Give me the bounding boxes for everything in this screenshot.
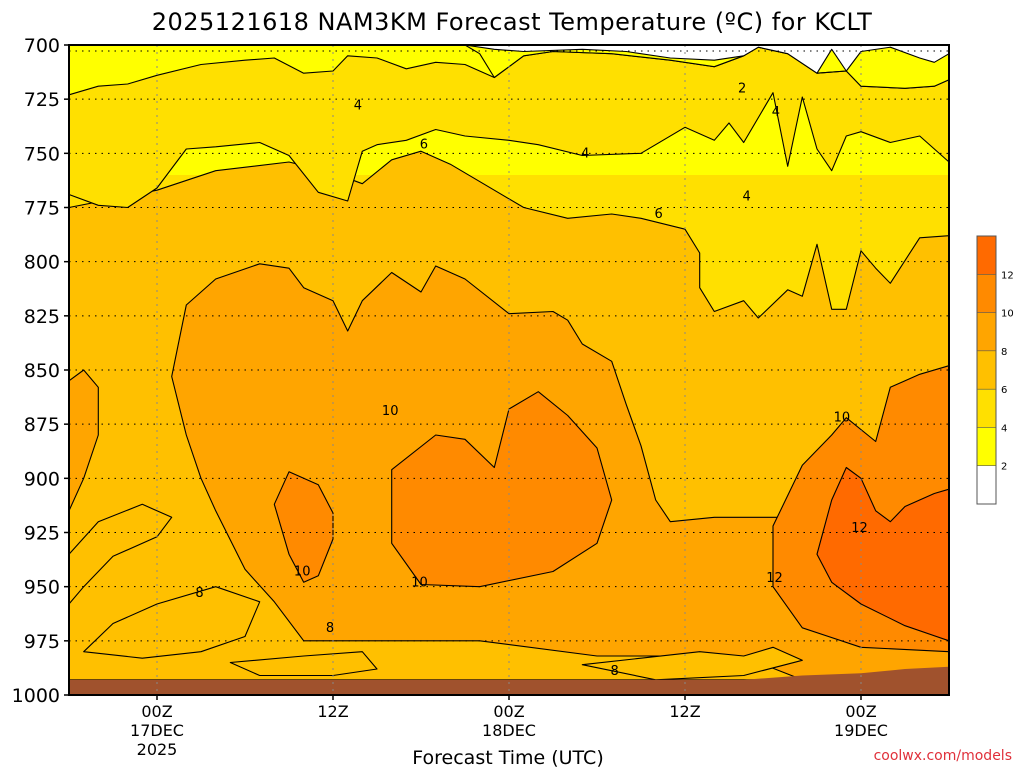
x-tick-label: 00Z (493, 702, 524, 721)
y-tick-label: 750 (24, 143, 60, 165)
chart-title: 2025121618 NAM3KM Forecast Temperature (… (152, 8, 873, 36)
contour-label: 8 (326, 621, 334, 636)
contour-label: 10 (834, 411, 851, 426)
colorbar-label: 6 (1001, 385, 1007, 396)
contour-label: 10 (382, 404, 399, 419)
x-tick-date: 17DEC (130, 721, 184, 740)
colorbar-segment (977, 236, 996, 275)
colorbar-segment (977, 350, 996, 390)
contour-label-text: 4 (742, 190, 750, 205)
contour-label-text: 6 (654, 207, 662, 222)
contour-label: 4 (742, 190, 750, 205)
contour-label: 4 (354, 99, 362, 114)
contour-label: 6 (420, 138, 428, 153)
contour-label-text: 4 (581, 146, 589, 161)
colorbar: 2 4 6 8 10 12 (976, 235, 1014, 505)
contour-label-text: 12 (766, 571, 783, 586)
y-tick-label: 925 (24, 523, 60, 545)
colorbar-segment (977, 274, 996, 313)
colorbar-label: 4 (1001, 423, 1007, 434)
y-tick-label: 900 (24, 468, 60, 490)
contour-label-text: 8 (326, 621, 334, 636)
y-tick-label: 1000 (12, 685, 60, 707)
temperature-region-0-2 (464, 44, 950, 74)
contour-label-text: 12 (851, 521, 868, 536)
temperature-region-10-12 (391, 391, 613, 588)
contour-label-text: 10 (411, 575, 428, 590)
axes: 7007257507758008258508759009259509751000… (12, 35, 950, 759)
colorbar-segment (977, 427, 996, 466)
x-tick-label: 12Z (669, 702, 700, 721)
contour-label: 10 (411, 575, 428, 590)
source-credit: coolwx.com/models (874, 748, 1012, 764)
contour-label: 8 (610, 664, 618, 679)
colorbar-label: 8 (1001, 347, 1007, 358)
y-tick-label: 725 (24, 89, 60, 111)
contour-label: 2 (738, 81, 746, 96)
temperature-region-10-12 (273, 471, 334, 583)
y-tick-label: 850 (24, 360, 60, 382)
colorbar-segment (977, 389, 996, 428)
contour-label-text: 10 (834, 411, 851, 426)
x-tick-date: 18DEC (482, 721, 536, 740)
colorbar-segment (977, 465, 996, 504)
temperature-region-12- (816, 466, 950, 642)
colorbar-segment (977, 312, 996, 351)
colorbar-frame (976, 235, 997, 505)
contour-label-text: 10 (294, 565, 311, 580)
contour-label: 4 (772, 105, 780, 120)
y-tick-label: 700 (24, 35, 60, 57)
x-tick-date: 19DEC (834, 721, 888, 740)
colorbar-label: 2 (1001, 462, 1007, 473)
temperature-region-6-8 (229, 651, 378, 677)
y-tick-label: 975 (24, 631, 60, 653)
contour-label-text: 6 (420, 138, 428, 153)
x-tick-label: 00Z (845, 702, 876, 721)
contour-label: 10 (294, 565, 311, 580)
contour-label-text: 4 (772, 105, 780, 120)
contour-label-text: 10 (382, 404, 399, 419)
y-tick-label: 950 (24, 577, 60, 599)
contour-label: 12 (851, 521, 868, 536)
y-tick-label: 775 (24, 198, 60, 220)
y-tick-label: 800 (24, 252, 60, 274)
x-axis-label: Forecast Time (UTC) (412, 747, 603, 768)
contour-label: 12 (766, 571, 783, 586)
colorbar-label: 10 (1001, 309, 1014, 320)
colorbar-label: 12 (1001, 270, 1014, 281)
x-tick-label: 12Z (317, 702, 348, 721)
x-tick-label: 00Z (141, 702, 172, 721)
temperature-region-6-8 (83, 586, 261, 659)
contour-label: 6 (654, 207, 662, 222)
contour-label: 4 (581, 146, 589, 161)
ground-surface (69, 666, 949, 695)
contour-label-text: 8 (195, 586, 203, 601)
plot-area: 2 4 4 4 4 6 6 8 8 8 10 10 10 10 12 12 (68, 44, 950, 695)
y-tick-label: 825 (24, 306, 60, 328)
contour-label-text: 4 (354, 99, 362, 114)
temperature-region-6-8 (581, 646, 803, 681)
temperature-region-4-6 (68, 46, 950, 209)
contour-label-text: 2 (738, 81, 746, 96)
x-tick-year: 2025 (137, 740, 178, 759)
y-tick-label: 875 (24, 414, 60, 436)
contour-label-text: 8 (610, 664, 618, 679)
contour-label: 8 (195, 586, 203, 601)
